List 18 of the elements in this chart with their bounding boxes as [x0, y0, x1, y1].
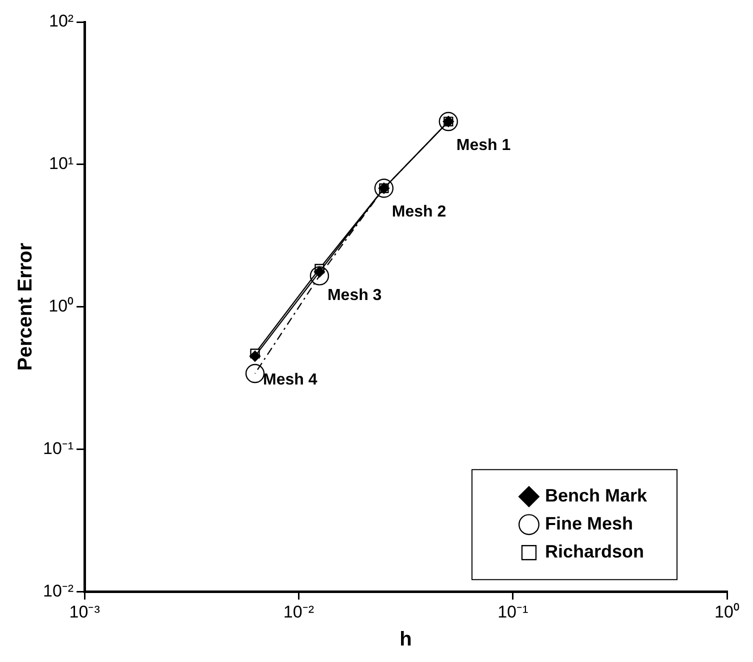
legend-label: Fine Mesh	[544, 514, 633, 534]
x-tick-label: 10⁻¹	[498, 602, 528, 622]
x-tick-label: 10⁻²	[283, 602, 314, 622]
legend-label: Richardson	[544, 542, 644, 562]
y-tick-label: 10⁻²	[42, 581, 74, 600]
annotation: Mesh 1	[456, 136, 511, 154]
x-tick-label: 10⁻³	[69, 602, 100, 622]
y-tick-label: 10⁻¹	[42, 438, 74, 458]
annotation: Mesh 3	[327, 287, 382, 304]
x-tick-label: 10⁰	[714, 602, 740, 622]
annotation: Mesh 2	[392, 204, 446, 221]
y-tick-label: 10¹	[48, 154, 74, 174]
legend-label: Bench Mark	[544, 486, 648, 506]
annotation: Mesh 4	[263, 372, 318, 389]
x-axis-title: h	[400, 628, 412, 651]
y-tick-label: 10²	[48, 12, 74, 31]
y-tick-label: 10⁰	[48, 296, 74, 316]
y-axis-title: Percent Error	[14, 242, 37, 371]
